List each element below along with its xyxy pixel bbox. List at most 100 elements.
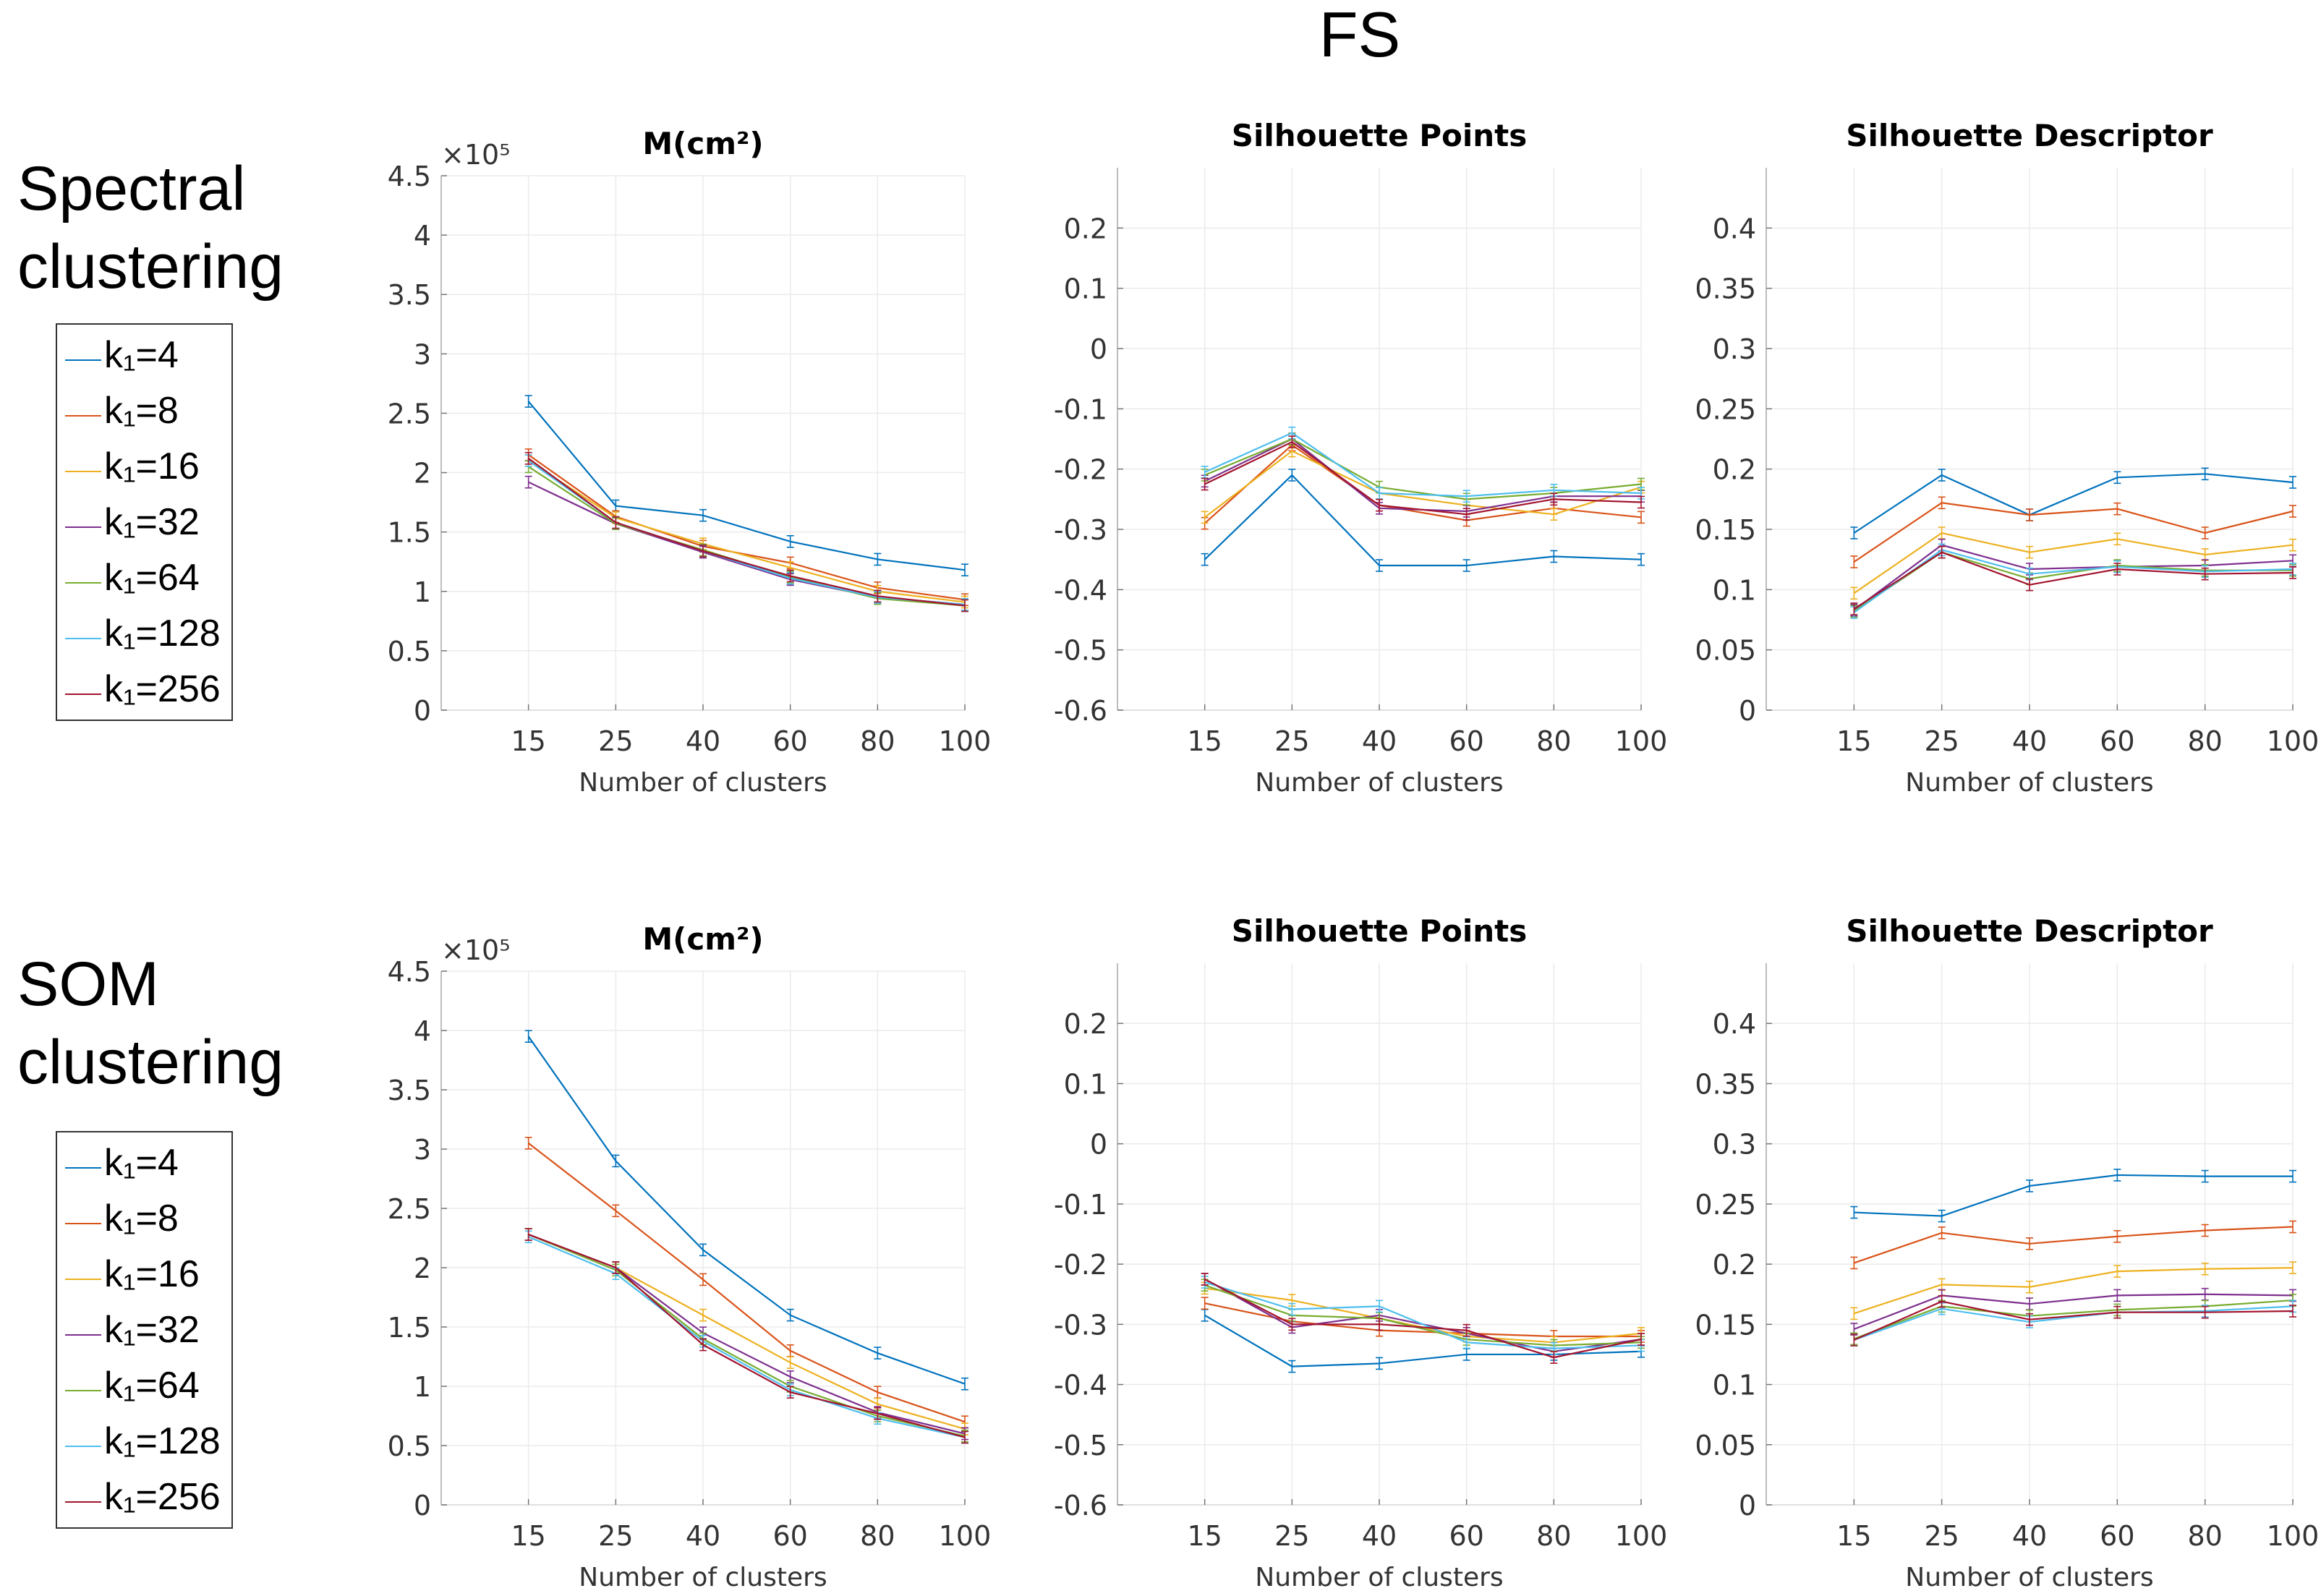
x-tick-label: 15 (1836, 725, 1871, 757)
y-tick-label: 0.4 (1713, 213, 1756, 244)
x-tick-label: 25 (1924, 725, 1959, 757)
legend-box (56, 1131, 233, 1529)
y-tick-label: 0.5 (388, 636, 431, 667)
chart-title: Silhouette Descriptor (1846, 118, 2213, 153)
y-tick-label: 0 (1090, 1129, 1107, 1161)
y-tick-label: -0.4 (1054, 574, 1107, 606)
y-tick-label: -0.5 (1054, 1430, 1107, 1461)
legend-label: k₁=64 (104, 1365, 200, 1407)
x-tick-label: 15 (1187, 1520, 1222, 1552)
series-line-k₁=64 (528, 1234, 966, 1437)
series-line-k₁=256 (528, 457, 966, 607)
chart-title: Silhouette Descriptor (1846, 913, 2213, 949)
series-line-k₁=256 (1853, 551, 2294, 610)
y-tick-label: 0.05 (1695, 635, 1756, 667)
y-tick-label: 0.5 (388, 1430, 431, 1462)
y-tick-label: 4 (414, 1015, 431, 1047)
y-tick-label: 0.2 (1064, 1008, 1107, 1040)
x-tick-label: 60 (2100, 725, 2134, 757)
series-line-k₁=16 (1853, 532, 2294, 594)
y-tick-label: 0.15 (1695, 1309, 1756, 1341)
chart-3: 0 0.05 0.1 0.15 0.2 0.25 0.3 0.35 0.4 15 25 40 60 80 1… (1695, 118, 2319, 798)
legend-label: k₁=8 (104, 390, 179, 432)
legend-label: k₁=256 (104, 1476, 221, 1518)
y-tick-label: 0.25 (1695, 1189, 1756, 1221)
x-tick-label: 40 (2012, 1520, 2047, 1552)
figure-title: FS (1319, 0, 1400, 70)
y-tick-label: 0.2 (1064, 213, 1107, 244)
series-line-k₁=8 (1853, 502, 2294, 563)
x-axis-label: Number of clusters (579, 768, 827, 798)
chart-title: Silhouette Points (1232, 913, 1527, 949)
series-line-k₁=256 (1204, 440, 1642, 516)
chart-4: 0 0.5 1 1.5 2 2.5 3 3.5 4 4.5 15 25 40 60 80 100 Number … (388, 921, 992, 1592)
legend-som: k₁=4 k₁=8 k₁=16 k₁=32 k₁=64 k₁=128 k₁=256 (56, 1131, 233, 1529)
x-tick-label: 25 (598, 1520, 633, 1552)
y-tick-label: -0.3 (1054, 514, 1107, 546)
y-tick-label: -0.5 (1054, 635, 1107, 667)
row-label-som-line2: clustering (17, 1028, 284, 1097)
row-label-spectral-line2: clustering (17, 232, 284, 302)
x-axis-label: Number of clusters (1255, 1563, 1503, 1592)
x-tick-label: 80 (860, 725, 895, 757)
y-scale-label: ×10⁵ (441, 934, 510, 966)
series-line-k₁=4 (1204, 474, 1642, 567)
legend-box (56, 323, 233, 721)
y-tick-label: 0.2 (1713, 454, 1756, 486)
y-tick-label: 3 (414, 338, 431, 370)
series-line-k₁=64 (1204, 1284, 1642, 1347)
y-tick-label: 4 (414, 220, 431, 252)
y-tick-label: 0.2 (1713, 1249, 1756, 1281)
y-tick-label: 0.3 (1713, 333, 1756, 365)
y-scale-label: ×10⁵ (441, 139, 510, 171)
x-tick-label: 40 (2012, 725, 2047, 757)
y-tick-label: 0.35 (1695, 1068, 1756, 1100)
y-tick-label: 0.1 (1713, 1370, 1756, 1401)
series-line-k₁=4 (1853, 473, 2294, 534)
series-line-k₁=256 (1204, 1278, 1642, 1359)
x-tick-label: 40 (686, 725, 720, 757)
x-axis-label: Number of clusters (1905, 1563, 2153, 1592)
series-line-k₁=16 (1853, 1267, 2294, 1315)
x-axis-label: Number of clusters (1255, 768, 1503, 798)
y-tick-label: 1.5 (388, 517, 431, 549)
series-line-k₁=128 (528, 460, 966, 605)
y-tick-label: 0.1 (1713, 574, 1756, 606)
y-tick-label: 0.25 (1695, 393, 1756, 425)
x-tick-label: 100 (939, 725, 992, 757)
chart-title: Silhouette Points (1232, 118, 1527, 153)
x-tick-label: 80 (1536, 1520, 1571, 1552)
x-tick-label: 15 (1836, 1520, 1871, 1552)
series-line-k₁=4 (527, 401, 966, 571)
series-line-k₁=128 (1853, 1305, 2294, 1341)
x-tick-label: 25 (1924, 1520, 1959, 1552)
x-tick-label: 100 (1615, 1520, 1668, 1552)
x-tick-label: 15 (511, 1520, 545, 1552)
x-tick-label: 15 (511, 725, 545, 757)
series-line-k₁=16 (1204, 450, 1642, 519)
y-tick-label: 2.5 (388, 1193, 431, 1225)
legend-label: k₁=4 (104, 334, 179, 376)
chart-title: M(cm²) (642, 921, 763, 957)
chart-title: M(cm²) (642, 126, 763, 161)
legend-label: k₁=32 (104, 1309, 200, 1351)
y-tick-label: -0.4 (1054, 1370, 1107, 1401)
x-tick-label: 40 (1362, 725, 1397, 757)
y-tick-label: -0.6 (1054, 1490, 1107, 1522)
y-tick-label: -0.2 (1054, 1249, 1107, 1281)
series-line-k₁=256 (1853, 1300, 2294, 1341)
y-tick-label: -0.2 (1054, 454, 1107, 486)
chart-1: 0 0.5 1 1.5 2 2.5 3 3.5 4 4.5 15 25 40 60 80 100 Number … (388, 126, 992, 798)
y-tick-label: 1 (414, 1371, 431, 1403)
chart-5: -0.6 -0.5 -0.4 -0.3 -0.2 -0.1 0 0.1 0.2 15 25 40 60 8… (1054, 913, 1667, 1592)
x-tick-label: 80 (1536, 725, 1571, 757)
x-tick-label: 60 (772, 1520, 807, 1552)
legend-label: k₁=128 (104, 613, 221, 654)
x-tick-label: 80 (2187, 1520, 2222, 1552)
y-tick-label: 2.5 (388, 398, 431, 430)
x-tick-label: 100 (2267, 725, 2320, 757)
x-tick-label: 40 (1362, 1520, 1397, 1552)
x-tick-label: 100 (1615, 725, 1668, 757)
series-line-k₁=256 (528, 1234, 966, 1438)
series-line-k₁=4 (1854, 1174, 2293, 1217)
